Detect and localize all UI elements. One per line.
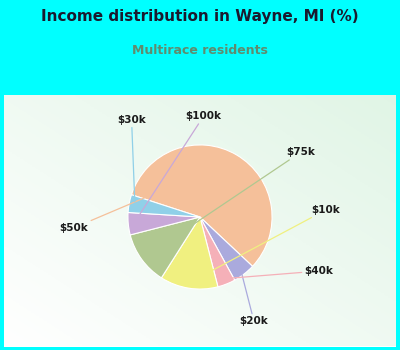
Text: $50k: $50k [60,161,231,233]
Text: $30k: $30k [117,115,146,202]
Text: $20k: $20k [240,272,268,327]
Text: $40k: $40k [227,266,333,278]
Text: $100k: $100k [136,111,222,221]
Text: $75k: $75k [149,147,315,254]
Text: Income distribution in Wayne, MI (%): Income distribution in Wayne, MI (%) [41,9,359,24]
Wedge shape [128,195,200,217]
Wedge shape [200,217,235,287]
Wedge shape [130,217,200,278]
Wedge shape [132,145,272,266]
Wedge shape [161,217,218,289]
Wedge shape [128,212,200,235]
Wedge shape [200,217,252,280]
Text: Multirace residents: Multirace residents [132,44,268,57]
Text: $10k: $10k [192,205,340,281]
